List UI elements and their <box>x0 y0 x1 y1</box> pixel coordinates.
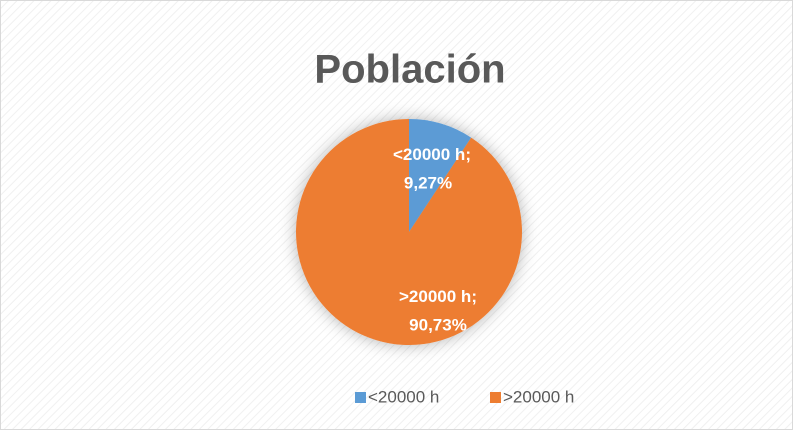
data-label: >20000 h; <box>399 287 477 306</box>
legend-swatch <box>490 392 501 403</box>
data-label-separator: ; <box>471 287 477 306</box>
legend: <20000 h >20000 h <box>355 387 574 406</box>
pie-slice <box>409 119 472 232</box>
pie-slice <box>296 119 522 345</box>
data-label: <20000 h; <box>393 145 471 164</box>
legend-label: >20000 h <box>503 387 574 406</box>
data-label-category: <20000 h <box>393 145 465 164</box>
data-label-category: >20000 h <box>399 287 471 306</box>
data-label-separator: ; <box>465 145 471 164</box>
pie <box>296 119 522 345</box>
data-label-value: 9,27% <box>404 173 452 192</box>
data-label-value: 90,73% <box>409 315 467 334</box>
legend-label: <20000 h <box>368 387 439 406</box>
data-labels: <20000 h;9,27%>20000 h;90,73% <box>393 145 477 334</box>
legend-swatch <box>355 392 366 403</box>
chart-title: Población <box>314 48 505 92</box>
